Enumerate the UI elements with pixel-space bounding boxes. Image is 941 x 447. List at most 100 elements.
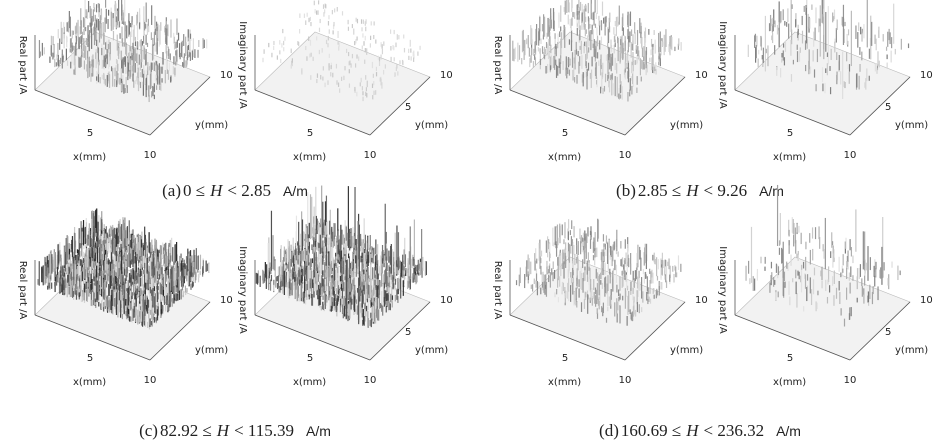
y-tick-label: 10 bbox=[220, 70, 233, 81]
y-tick-label: 5 bbox=[885, 327, 891, 338]
x-axis bbox=[34, 314, 151, 361]
x-axis bbox=[734, 314, 851, 361]
y-axis-label: y(mm) bbox=[195, 345, 228, 356]
x-tick-label: 5 bbox=[87, 128, 93, 139]
x-axis-label: x(mm) bbox=[548, 152, 581, 163]
y-axis bbox=[369, 301, 431, 361]
x-axis-label: x(mm) bbox=[773, 377, 806, 388]
x-tick-label: 10 bbox=[844, 150, 857, 161]
x-tick-label: 10 bbox=[144, 150, 157, 161]
caption-upper: < 9.26 bbox=[703, 181, 747, 200]
y-tick-label: 10 bbox=[920, 70, 933, 81]
y-tick-label: 10 bbox=[695, 70, 708, 81]
caption-label: (a) bbox=[162, 181, 181, 200]
y-axis-label: y(mm) bbox=[415, 345, 448, 356]
z-axis-label: Imaginary part /A bbox=[237, 21, 248, 109]
x-tick-label: 5 bbox=[787, 353, 793, 364]
y-axis bbox=[149, 76, 211, 136]
caption-upper: < 2.85 bbox=[227, 181, 271, 200]
x-tick-label: 5 bbox=[87, 353, 93, 364]
caption-variable: H bbox=[216, 421, 231, 440]
z-axis-label: Imaginary part /A bbox=[237, 246, 248, 334]
caption: (b) 2.85 ≤ H < 9.26 A/m bbox=[616, 181, 784, 200]
x-tick-label: 10 bbox=[144, 375, 157, 386]
caption: (c) 82.92 ≤ H < 115.39 A/m bbox=[139, 421, 331, 440]
z-axis-label: Imaginary part /A bbox=[717, 21, 728, 109]
caption: (a) 0 ≤ H < 2.85 A/m bbox=[162, 181, 308, 200]
y-tick-label: 10 bbox=[695, 295, 708, 306]
x-axis-label: x(mm) bbox=[773, 152, 806, 163]
x-tick-label: 10 bbox=[364, 375, 377, 386]
x-axis-label: x(mm) bbox=[73, 152, 106, 163]
y-tick-label: 10 bbox=[440, 70, 453, 81]
surface-base bbox=[254, 31, 431, 136]
y-tick-label: 10 bbox=[440, 295, 453, 306]
x-tick-label: 5 bbox=[787, 128, 793, 139]
caption-lower: 160.69 ≤ bbox=[621, 421, 681, 440]
y-axis-label: y(mm) bbox=[195, 120, 228, 131]
x-tick-label: 5 bbox=[307, 353, 313, 364]
x-axis bbox=[254, 314, 371, 361]
surface-plot: Real part /A x(mm) y(mm) 5 10 10 bbox=[492, 0, 708, 163]
y-axis bbox=[624, 76, 686, 136]
x-tick-label: 10 bbox=[619, 375, 632, 386]
caption-lower: 2.85 ≤ bbox=[638, 181, 681, 200]
caption-upper: < 115.39 bbox=[234, 421, 294, 440]
z-axis-label: Real part /A bbox=[17, 36, 28, 95]
y-axis-label: y(mm) bbox=[895, 120, 928, 131]
y-tick-label: 5 bbox=[405, 327, 411, 338]
surface-plot: Real part /A x(mm) y(mm) 5 10 10 bbox=[17, 208, 233, 388]
surface-plot: Imaginary part /A x(mm) y(mm) 5 10 5 10 bbox=[717, 0, 933, 163]
z-axis-label: Real part /A bbox=[17, 261, 28, 320]
x-axis bbox=[509, 314, 626, 361]
x-axis bbox=[254, 89, 371, 136]
y-axis bbox=[624, 301, 686, 361]
caption-upper: < 236.32 bbox=[703, 421, 764, 440]
x-tick-label: 10 bbox=[364, 150, 377, 161]
surface-plot: Real part /A x(mm) y(mm) 5 10 10 bbox=[492, 218, 708, 388]
surface-plot: Imaginary part /A x(mm) y(mm) 5 10 5 10 bbox=[237, 185, 453, 388]
caption-lower: 0 ≤ bbox=[183, 181, 205, 200]
x-axis bbox=[734, 89, 851, 136]
z-axis-label: Real part /A bbox=[492, 261, 503, 320]
y-axis-label: y(mm) bbox=[415, 120, 448, 131]
caption-label: (c) bbox=[139, 421, 158, 440]
caption-variable: H bbox=[685, 181, 700, 200]
x-axis bbox=[509, 89, 626, 136]
x-tick-label: 10 bbox=[844, 375, 857, 386]
x-axis-label: x(mm) bbox=[293, 152, 326, 163]
y-axis-label: y(mm) bbox=[670, 345, 703, 356]
y-tick-label: 5 bbox=[885, 102, 891, 113]
z-axis-label: Imaginary part /A bbox=[717, 246, 728, 334]
caption-unit: A/m bbox=[759, 183, 784, 199]
surface-plot: Imaginary part /A x(mm) y(mm) 5 10 5 10 bbox=[717, 184, 933, 388]
y-axis-label: y(mm) bbox=[895, 345, 928, 356]
y-tick-label: 5 bbox=[405, 102, 411, 113]
x-axis-label: x(mm) bbox=[548, 377, 581, 388]
surface-plot: Imaginary part /A x(mm) y(mm) 5 10 5 10 bbox=[237, 0, 453, 163]
surface-plot: Real part /A x(mm) y(mm) 5 10 10 bbox=[17, 0, 233, 163]
y-tick-label: 10 bbox=[220, 295, 233, 306]
y-tick-label: 10 bbox=[920, 295, 933, 306]
x-axis bbox=[34, 89, 151, 136]
x-axis-label: x(mm) bbox=[73, 377, 106, 388]
caption-variable: H bbox=[685, 421, 700, 440]
caption-lower: 82.92 ≤ bbox=[160, 421, 212, 440]
x-tick-label: 5 bbox=[307, 128, 313, 139]
y-axis bbox=[849, 76, 911, 136]
caption-label: (d) bbox=[599, 421, 619, 440]
x-axis-label: x(mm) bbox=[293, 377, 326, 388]
caption-variable: H bbox=[209, 181, 224, 200]
y-axis-label: y(mm) bbox=[670, 120, 703, 131]
caption-unit: A/m bbox=[283, 183, 308, 199]
caption-unit: A/m bbox=[776, 423, 801, 439]
z-axis-label: Real part /A bbox=[492, 36, 503, 95]
x-tick-label: 5 bbox=[562, 128, 568, 139]
y-axis bbox=[369, 76, 431, 136]
caption: (d) 160.69 ≤ H < 236.32 A/m bbox=[599, 421, 801, 440]
